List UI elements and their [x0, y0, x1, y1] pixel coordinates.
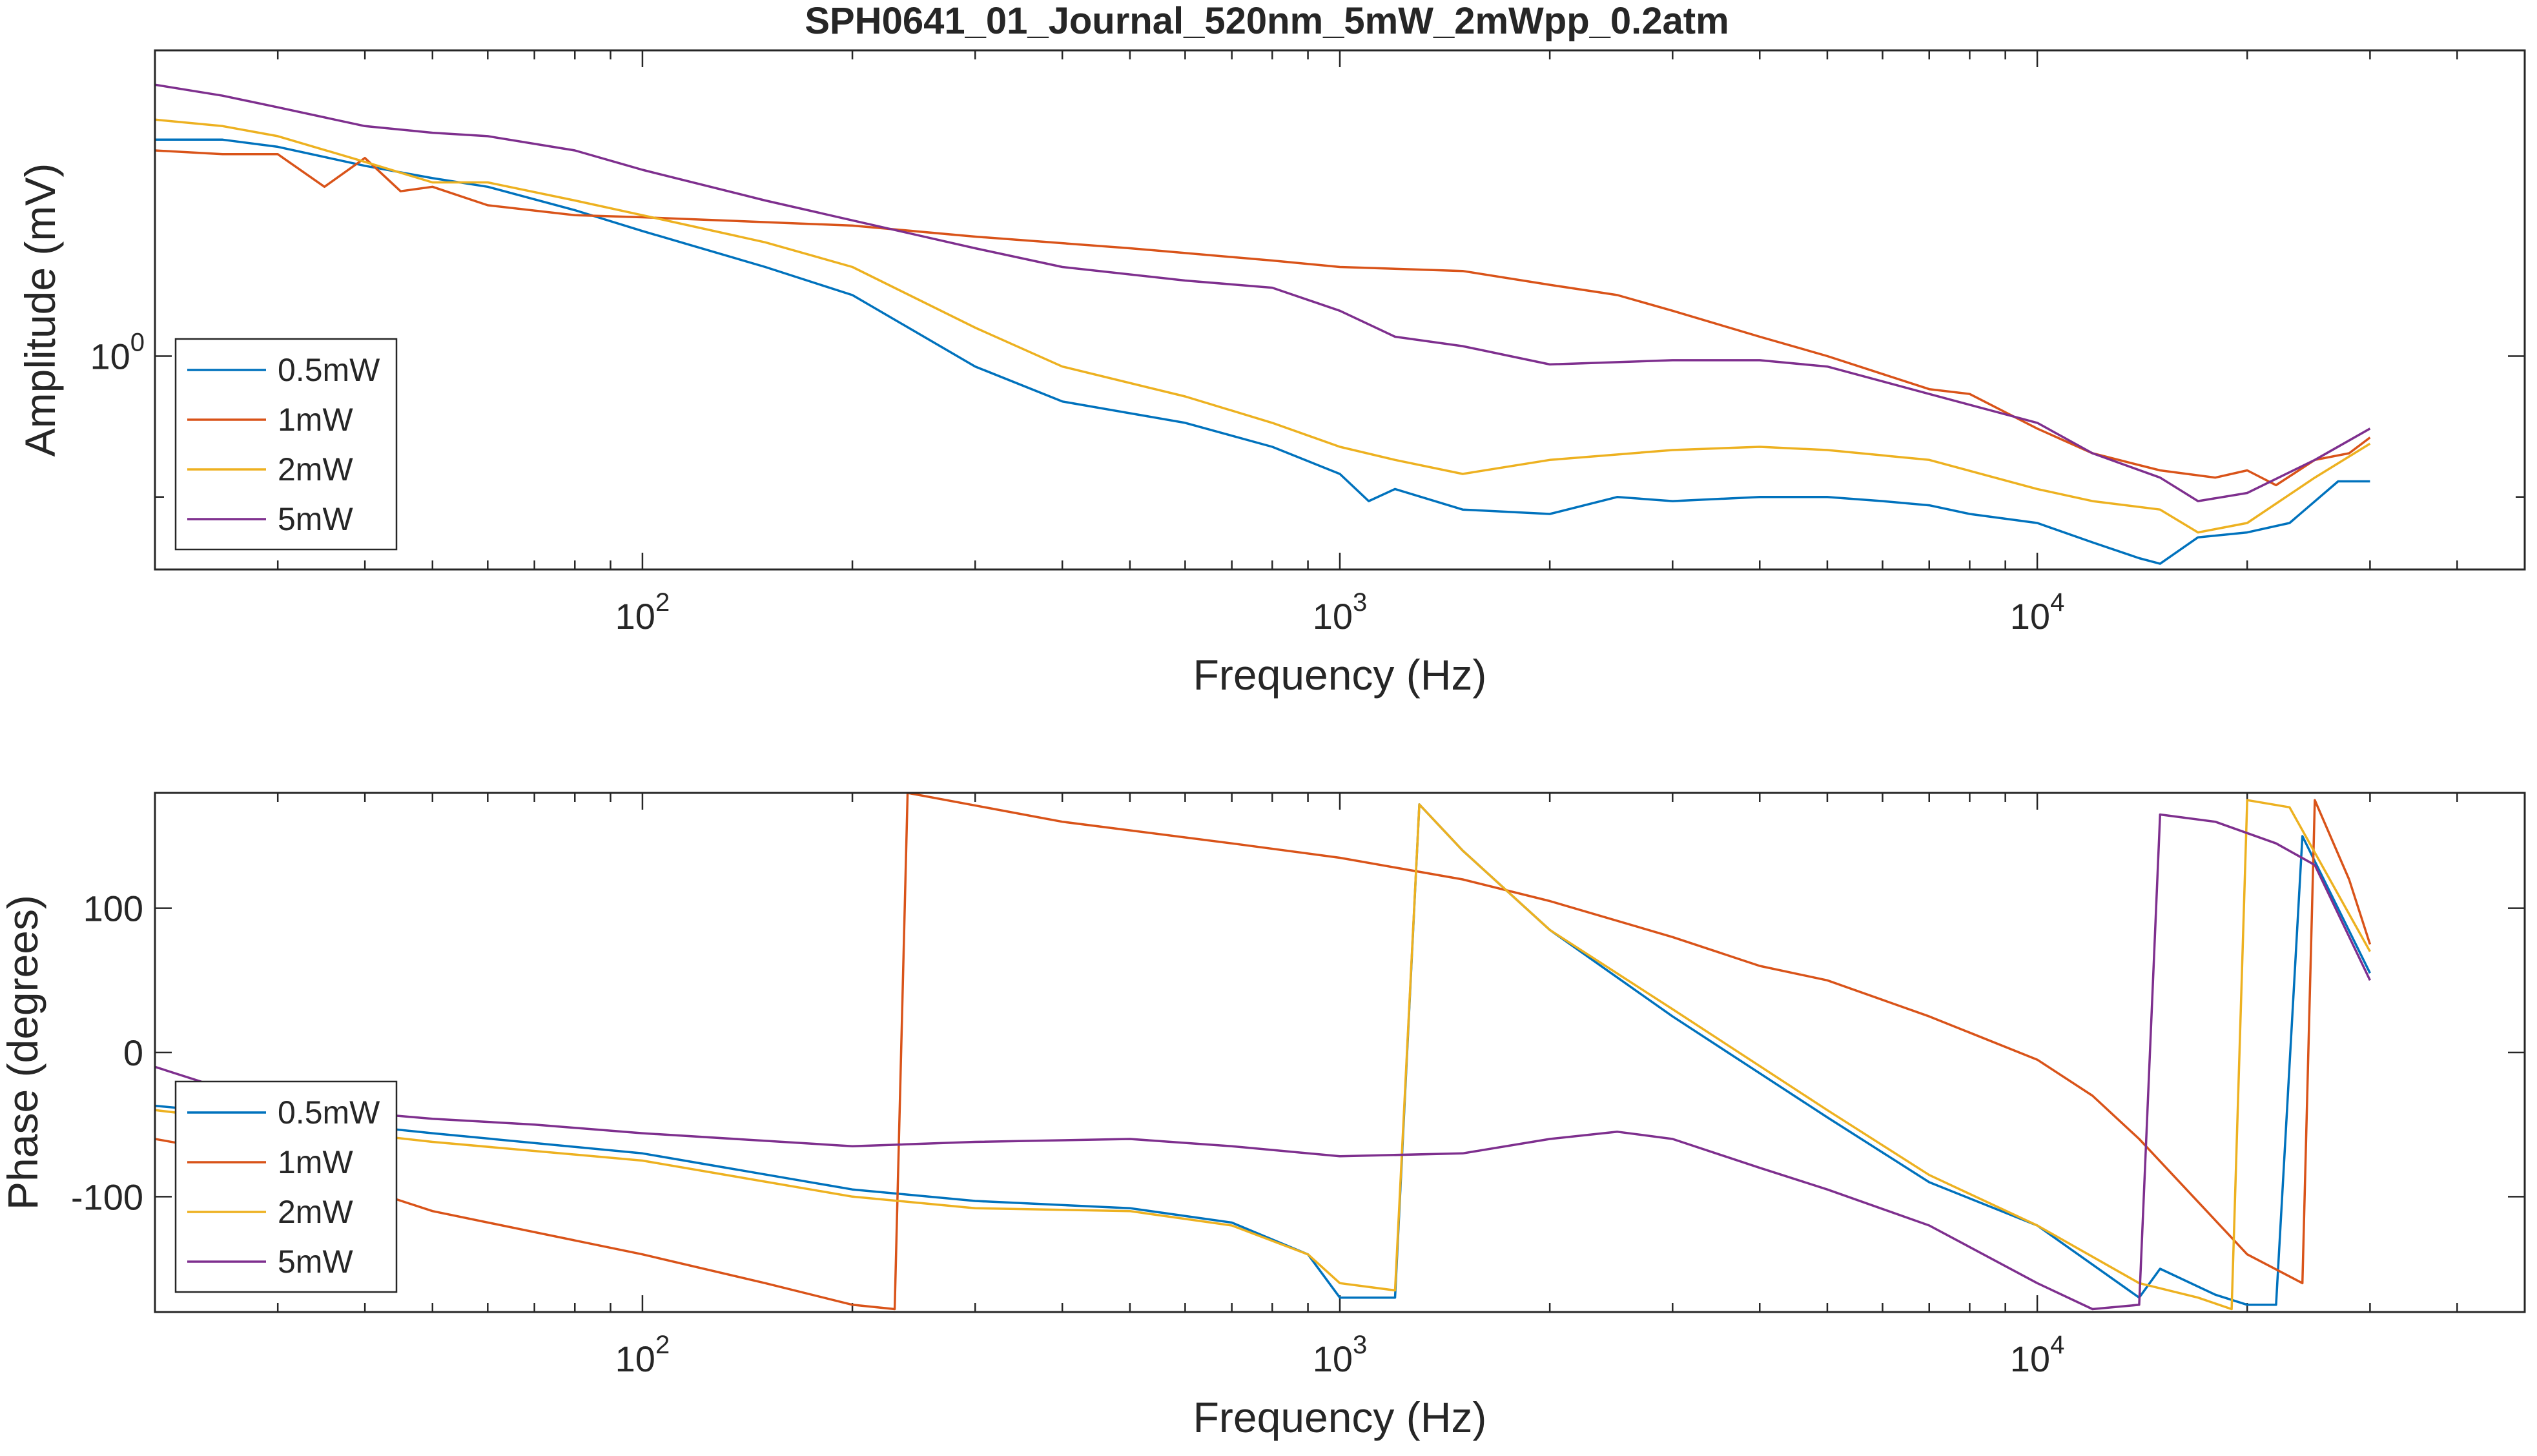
legend: 0.5mW 1mW 2mW 5mW [174, 338, 398, 551]
x-tick-base: 10 [1313, 596, 1353, 637]
x-tick-exponent: 3 [1353, 588, 1367, 617]
x-tick-exponent: 3 [1353, 1331, 1367, 1359]
x-tick-label: 102 [615, 1331, 670, 1379]
x-tick-label: 103 [1313, 1331, 1368, 1379]
legend-label: 2mW [278, 1194, 353, 1230]
legend-label: 5mW [278, 1244, 353, 1280]
y-tick-label: 100 [83, 888, 143, 929]
y-tick-base: 10 [90, 336, 130, 377]
x-axis-label: Frequency (Hz) [1193, 651, 1487, 699]
x-tick-exponent: 2 [655, 588, 670, 617]
legend-label: 1mW [278, 402, 353, 438]
x-tick-base: 10 [1313, 1338, 1353, 1379]
x-tick-base: 10 [615, 596, 655, 637]
legend-label: 5mW [278, 501, 353, 537]
y-tick-exponent: 0 [130, 329, 145, 357]
legend-box [174, 1080, 398, 1293]
x-tick-exponent: 4 [2050, 588, 2064, 617]
y-tick-label: -100 [71, 1176, 143, 1217]
plot-area [155, 793, 2525, 1312]
series-line-5mW [155, 813, 2371, 1311]
x-tick-label: 102 [615, 588, 670, 637]
x-axis-label: Frequency (Hz) [1193, 1393, 1487, 1441]
x-tick-label: 104 [2010, 1331, 2065, 1379]
legend-label: 2mW [278, 451, 353, 487]
legend-label: 0.5mW [278, 1094, 380, 1131]
y-tick-label: 100 [90, 329, 145, 377]
series-line-2mW [155, 799, 2371, 1311]
x-tick-base: 10 [2010, 1338, 2050, 1379]
x-tick-base: 10 [615, 1338, 655, 1379]
legend-label: 1mW [278, 1144, 353, 1180]
axes-box [154, 792, 2526, 1313]
x-tick-exponent: 2 [655, 1331, 670, 1359]
x-tick-label: 103 [1313, 588, 1368, 637]
x-tick-base: 10 [2010, 596, 2050, 637]
legend: 0.5mW 1mW 2mW 5mW [174, 1080, 398, 1293]
chart-title: SPH0641_01_Journal_520nm_5mW_2mWpp_0.2at… [805, 0, 1729, 42]
series-line-2mW [155, 118, 2371, 534]
y-axis-label: Amplitude (mV) [16, 163, 64, 457]
y-axis-label: Phase (degrees) [0, 895, 46, 1210]
series-line-0.5mW [155, 138, 2370, 565]
series-line-5mW [155, 83, 2371, 502]
legend-label: 0.5mW [278, 352, 380, 388]
series-line-1mW [155, 793, 2372, 1311]
legend-box [174, 338, 398, 551]
x-tick-exponent: 4 [2050, 1331, 2064, 1359]
series-line-1mW [155, 149, 2371, 487]
x-tick-label: 104 [2010, 588, 2065, 637]
axes-box [154, 49, 2526, 571]
y-tick-label: 0 [123, 1032, 143, 1073]
